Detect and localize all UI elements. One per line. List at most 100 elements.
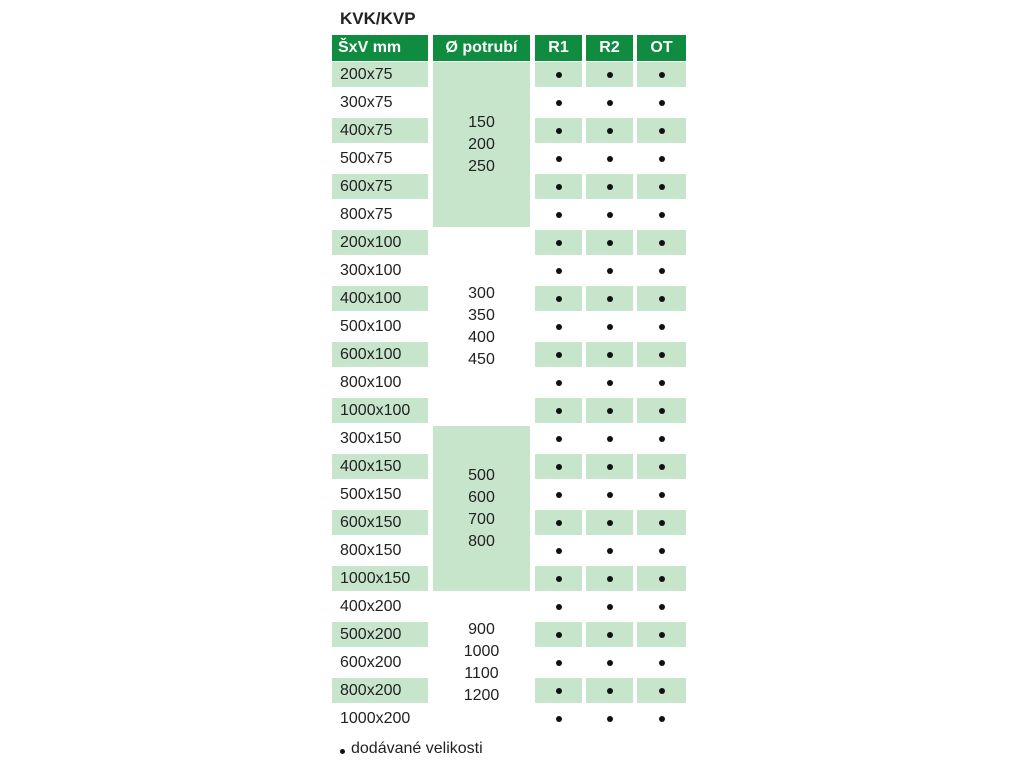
pipe-diameter-group: 900 1000 1100 1200 [433, 594, 530, 731]
bullet-icon [555, 183, 562, 190]
availability-cell-r1 [535, 650, 582, 675]
bullet-icon [606, 435, 613, 442]
bullet-icon [606, 519, 613, 526]
size-cell: 800x200 [332, 678, 428, 703]
size-cell: 200x75 [332, 62, 428, 87]
availability-cell-r2 [586, 90, 633, 115]
pipe-diameter-value: 700 [468, 510, 495, 528]
size-cell: 600x100 [332, 342, 428, 367]
availability-cell-ot [637, 342, 686, 367]
bullet-icon [555, 127, 562, 134]
bullet-icon [658, 267, 665, 274]
availability-cell-ot [637, 62, 686, 87]
size-cell: 500x200 [332, 622, 428, 647]
availability-cell-r1 [535, 342, 582, 367]
availability-cell-ot [637, 538, 686, 563]
pipe-diameter-value: 900 [468, 620, 495, 638]
bullet-icon [555, 575, 562, 582]
availability-cell-r2 [586, 426, 633, 451]
availability-cell-r2 [586, 622, 633, 647]
size-cell: 600x75 [332, 174, 428, 199]
size-cell: 200x100 [332, 230, 428, 255]
availability-cell-r1 [535, 398, 582, 423]
size-cell: 500x150 [340, 485, 402, 503]
bullet-icon [555, 519, 562, 526]
size-cell: 600x200 [340, 653, 402, 671]
bullet-icon [555, 211, 562, 218]
availability-cell-r2 [586, 146, 633, 171]
availability-cell-r2 [586, 62, 633, 87]
pipe-diameter-value: 450 [468, 350, 495, 368]
table-title: KVK/KVP [340, 9, 416, 28]
bullet-icon [606, 715, 613, 722]
availability-cell-ot [637, 314, 686, 339]
bullet-icon [658, 239, 665, 246]
bullet-icon [606, 687, 613, 694]
column-header: ŠxV mm [332, 35, 428, 61]
availability-cell-r2 [586, 258, 633, 283]
availability-cell-r2 [586, 342, 633, 367]
bullet-icon [606, 99, 613, 106]
bullet-icon [658, 295, 665, 302]
pipe-diameter-value: 300 [468, 284, 495, 302]
availability-cell-r1 [535, 286, 582, 311]
availability-cell-r1 [535, 370, 582, 395]
bullet-icon [555, 295, 562, 302]
bullet-icon [555, 155, 562, 162]
legend-text: dodávané velikosti [351, 740, 483, 757]
bullet-icon [606, 155, 613, 162]
column-header: R2 [586, 35, 633, 61]
bullet-icon [555, 351, 562, 358]
bullet-icon [658, 575, 665, 582]
bullet-icon [555, 715, 562, 722]
availability-cell-ot [637, 650, 686, 675]
availability-cell-r1 [535, 538, 582, 563]
availability-cell-r2 [586, 706, 633, 731]
availability-cell-r1 [535, 230, 582, 255]
bullet-icon [555, 99, 562, 106]
bullet-icon [606, 239, 613, 246]
size-cell: 800x75 [340, 205, 393, 223]
bullet-icon [555, 435, 562, 442]
pipe-diameter-group: 300 350 400 450 [433, 230, 530, 423]
availability-cell-r2 [586, 538, 633, 563]
bullet-icon [606, 211, 613, 218]
bullet-icon [555, 323, 562, 330]
size-cell: 800x100 [340, 373, 402, 391]
availability-cell-r1 [535, 258, 582, 283]
bullet-icon [606, 183, 613, 190]
bullet-icon [555, 71, 562, 78]
bullet-icon [555, 631, 562, 638]
pipe-diameter-group: 500 600 700 800 [433, 426, 530, 591]
availability-cell-r1 [535, 118, 582, 143]
bullet-icon [658, 659, 665, 666]
bullet-icon [340, 748, 345, 754]
availability-cell-ot [637, 622, 686, 647]
pipe-diameter-value: 800 [468, 532, 495, 550]
availability-cell-ot [637, 454, 686, 479]
availability-cell-r1 [535, 594, 582, 619]
size-cell: 300x150 [340, 429, 402, 447]
bullet-icon [658, 463, 665, 470]
bullet-icon [555, 687, 562, 694]
availability-cell-r1 [535, 90, 582, 115]
availability-cell-r2 [586, 482, 633, 507]
availability-cell-r2 [586, 286, 633, 311]
pipe-diameter-value: 150 [468, 113, 495, 131]
size-cell: 400x75 [332, 118, 428, 143]
size-cell: 400x100 [332, 286, 428, 311]
bullet-icon [606, 407, 613, 414]
bullet-icon [658, 435, 665, 442]
bullet-icon [658, 211, 665, 218]
pipe-diameter-value: 500 [468, 466, 495, 484]
bullet-icon [555, 463, 562, 470]
availability-cell-ot [637, 90, 686, 115]
size-cell: 300x100 [340, 261, 402, 279]
availability-cell-r1 [535, 482, 582, 507]
availability-cell-ot [637, 594, 686, 619]
bullet-icon [658, 519, 665, 526]
bullet-icon [658, 687, 665, 694]
bullet-icon [555, 267, 562, 274]
bullet-icon [606, 351, 613, 358]
availability-cell-r2 [586, 566, 633, 591]
